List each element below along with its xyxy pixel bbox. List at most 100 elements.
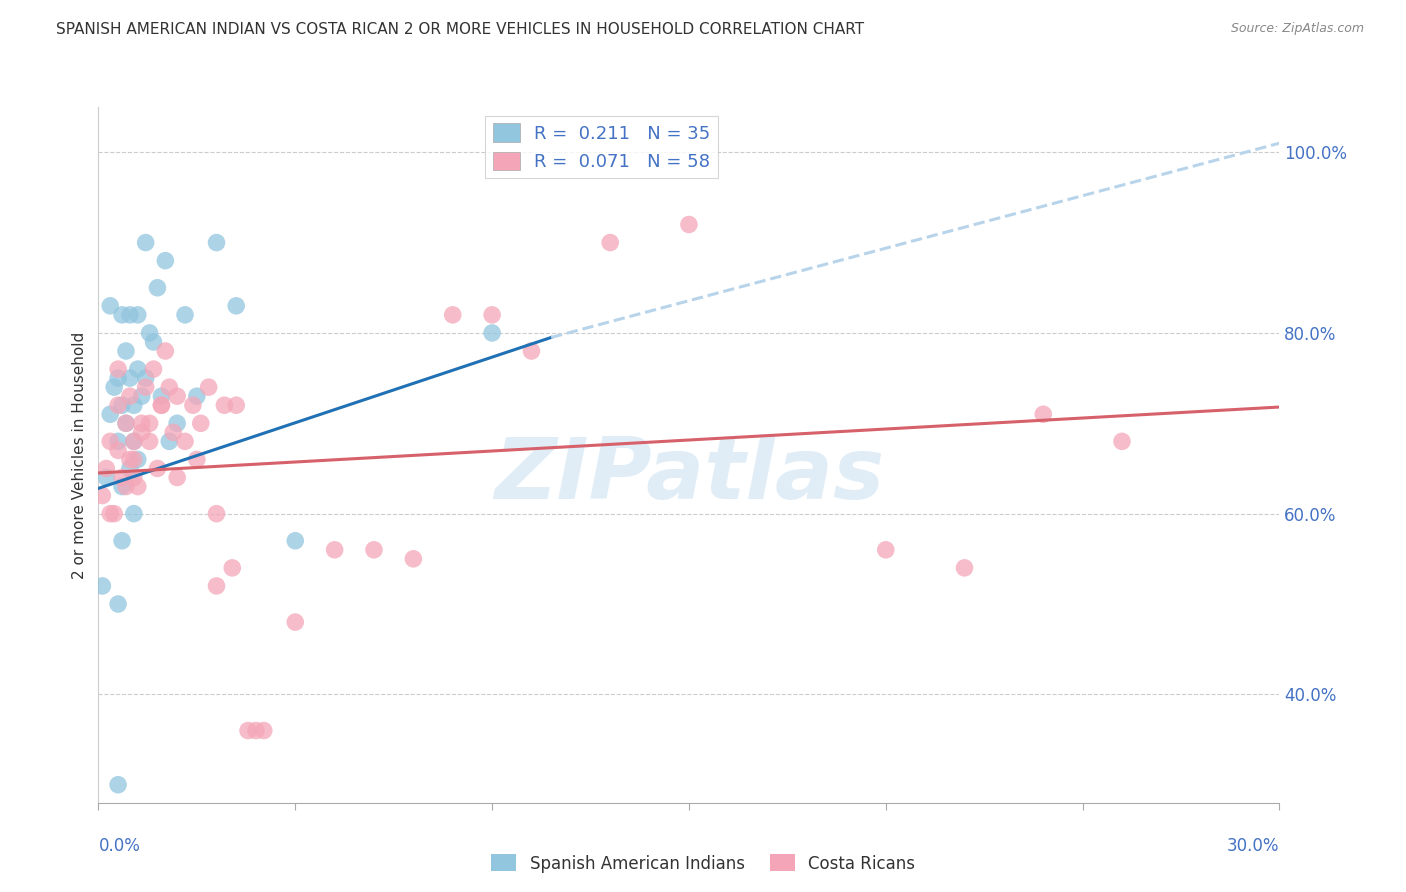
Point <box>875 542 897 557</box>
Point <box>96 470 118 484</box>
Legend: R =  0.211   N = 35, R =  0.071   N = 58: R = 0.211 N = 35, R = 0.071 N = 58 <box>485 116 717 178</box>
Point <box>107 597 129 611</box>
Text: Source: ZipAtlas.com: Source: ZipAtlas.com <box>1230 22 1364 36</box>
Point <box>236 723 259 738</box>
Point <box>135 371 157 385</box>
Point <box>205 235 228 250</box>
Point <box>111 479 134 493</box>
Text: 30.0%: 30.0% <box>1227 837 1279 855</box>
Point <box>122 470 145 484</box>
Point <box>481 308 503 322</box>
Point <box>96 461 118 475</box>
Point <box>253 723 276 738</box>
Point <box>155 344 177 359</box>
Point <box>284 533 307 548</box>
Point <box>122 507 145 521</box>
Point <box>118 452 141 467</box>
Point <box>122 434 145 449</box>
Point <box>107 443 129 458</box>
Point <box>1111 434 1133 449</box>
Point <box>111 533 134 548</box>
Point <box>107 371 129 385</box>
Point <box>115 344 138 359</box>
Point <box>142 362 165 376</box>
Point <box>138 417 160 431</box>
Point <box>225 299 247 313</box>
Point <box>678 218 700 232</box>
Point <box>157 434 180 449</box>
Point <box>481 326 503 340</box>
Point <box>150 398 173 412</box>
Point <box>166 470 188 484</box>
Point <box>135 235 157 250</box>
Point <box>221 561 243 575</box>
Point <box>181 398 204 412</box>
Point <box>122 398 145 412</box>
Point <box>953 561 976 575</box>
Point <box>323 542 346 557</box>
Point <box>520 344 543 359</box>
Point <box>150 389 173 403</box>
Point <box>131 417 153 431</box>
Point <box>138 326 160 340</box>
Point <box>135 380 157 394</box>
Point <box>98 407 121 421</box>
Point <box>98 299 121 313</box>
Point <box>131 389 153 403</box>
Point <box>284 615 307 629</box>
Point <box>205 507 228 521</box>
Point <box>127 479 149 493</box>
Point <box>441 308 464 322</box>
Point <box>91 579 114 593</box>
Point <box>127 362 149 376</box>
Point <box>150 398 173 412</box>
Point <box>599 235 621 250</box>
Point <box>103 380 125 394</box>
Point <box>142 334 165 349</box>
Point <box>166 417 188 431</box>
Point <box>111 470 134 484</box>
Point <box>98 507 121 521</box>
Point <box>107 398 129 412</box>
Point <box>146 461 169 475</box>
Point <box>162 425 184 440</box>
Point <box>363 542 385 557</box>
Point <box>115 417 138 431</box>
Point <box>122 452 145 467</box>
Point <box>186 452 208 467</box>
Legend: Spanish American Indians, Costa Ricans: Spanish American Indians, Costa Ricans <box>485 847 921 880</box>
Point <box>166 389 188 403</box>
Point <box>186 389 208 403</box>
Point <box>197 380 219 394</box>
Point <box>118 461 141 475</box>
Point <box>157 380 180 394</box>
Point <box>1032 407 1054 421</box>
Point <box>174 434 197 449</box>
Point <box>225 398 247 412</box>
Text: SPANISH AMERICAN INDIAN VS COSTA RICAN 2 OR MORE VEHICLES IN HOUSEHOLD CORRELATI: SPANISH AMERICAN INDIAN VS COSTA RICAN 2… <box>56 22 865 37</box>
Text: 0.0%: 0.0% <box>98 837 141 855</box>
Y-axis label: 2 or more Vehicles in Household: 2 or more Vehicles in Household <box>72 331 87 579</box>
Point <box>91 489 114 503</box>
Point <box>107 362 129 376</box>
Point <box>115 479 138 493</box>
Point <box>190 417 212 431</box>
Point <box>107 778 129 792</box>
Point <box>118 371 141 385</box>
Point <box>98 434 121 449</box>
Point <box>115 417 138 431</box>
Point <box>402 551 425 566</box>
Point <box>155 253 177 268</box>
Point <box>131 425 153 440</box>
Point <box>118 308 141 322</box>
Text: ZIPatlas: ZIPatlas <box>494 434 884 517</box>
Point <box>111 308 134 322</box>
Point <box>122 434 145 449</box>
Point <box>127 308 149 322</box>
Point <box>127 452 149 467</box>
Point <box>111 398 134 412</box>
Point <box>174 308 197 322</box>
Point <box>146 281 169 295</box>
Point <box>118 389 141 403</box>
Point <box>205 579 228 593</box>
